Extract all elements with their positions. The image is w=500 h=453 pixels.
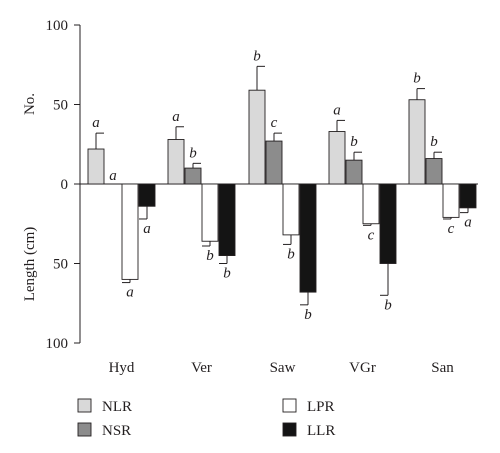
bar-nlr bbox=[408, 99, 426, 185]
significance-letter: b bbox=[189, 145, 197, 161]
significance-letter: a bbox=[92, 115, 100, 131]
bar-llr bbox=[459, 183, 477, 209]
bar-nlr bbox=[328, 131, 346, 185]
bar-nsr bbox=[345, 159, 363, 185]
significance-letter: a bbox=[109, 168, 117, 184]
significance-letter: a bbox=[333, 102, 341, 118]
legend-label-nsr: NSR bbox=[102, 423, 131, 439]
bar-llr bbox=[379, 183, 397, 264]
y-tick-label: 50 bbox=[53, 98, 68, 114]
legend: NLR LPR NSR LLR bbox=[77, 398, 335, 439]
y-tick-label: 100 bbox=[46, 336, 69, 352]
significance-letter: b bbox=[206, 248, 214, 264]
bar-lpr bbox=[362, 183, 380, 225]
bar-lpr bbox=[121, 183, 139, 280]
legend-swatch-lpr bbox=[282, 398, 297, 413]
significance-letter: b bbox=[223, 266, 231, 282]
bars bbox=[87, 65, 477, 306]
category-label: San bbox=[431, 360, 454, 376]
bar-lpr bbox=[442, 183, 460, 218]
bar-llr bbox=[218, 183, 236, 257]
bar-lpr bbox=[201, 183, 219, 242]
significance-letter: b bbox=[350, 134, 358, 150]
legend-swatch-nsr bbox=[77, 422, 92, 437]
legend-label-lpr: LPR bbox=[307, 399, 335, 415]
bar-lpr bbox=[282, 183, 300, 236]
significance-letter: b bbox=[253, 48, 261, 64]
bar-nlr bbox=[167, 139, 185, 185]
category-label: Hyd bbox=[109, 360, 135, 376]
y-tick-label: 50 bbox=[53, 257, 68, 273]
upper-axis-label: No. bbox=[22, 93, 38, 115]
category-label: Saw bbox=[270, 360, 296, 376]
significance-letter: a bbox=[172, 109, 180, 125]
category-label: Ver bbox=[191, 360, 212, 376]
y-tick-label: 0 bbox=[61, 177, 69, 193]
lower-axis-label: Length (cm) bbox=[22, 227, 38, 302]
significance-letter: b bbox=[413, 71, 421, 87]
legend-label-nlr: NLR bbox=[102, 399, 132, 415]
significance-letter: a bbox=[143, 221, 151, 237]
bar-nsr bbox=[184, 167, 202, 185]
significance-letter: c bbox=[448, 221, 455, 237]
significance-letter: b bbox=[287, 246, 295, 262]
significance-letter: c bbox=[368, 227, 375, 243]
significance-letter: a bbox=[126, 285, 134, 301]
bar-llr bbox=[138, 183, 156, 207]
significance-letter: b bbox=[430, 134, 438, 150]
significance-letter: c bbox=[271, 115, 278, 131]
significance-letter: a bbox=[464, 215, 472, 231]
bar-nlr bbox=[87, 148, 105, 185]
bar-llr bbox=[299, 183, 317, 293]
bar-nsr bbox=[425, 158, 443, 185]
legend-label-llr: LLR bbox=[307, 423, 335, 439]
legend-swatch-llr bbox=[282, 422, 297, 437]
category-label: VGr bbox=[349, 360, 376, 376]
y-tick-label: 100 bbox=[46, 18, 69, 34]
bar-nlr bbox=[248, 89, 266, 185]
significance-letter: b bbox=[304, 307, 312, 323]
legend-swatch-nlr bbox=[77, 398, 92, 413]
bar-nsr bbox=[265, 140, 283, 185]
axes: 0 50 100 50 100 No. Length (cm) bbox=[22, 18, 478, 352]
significance-letter: b bbox=[384, 297, 392, 313]
